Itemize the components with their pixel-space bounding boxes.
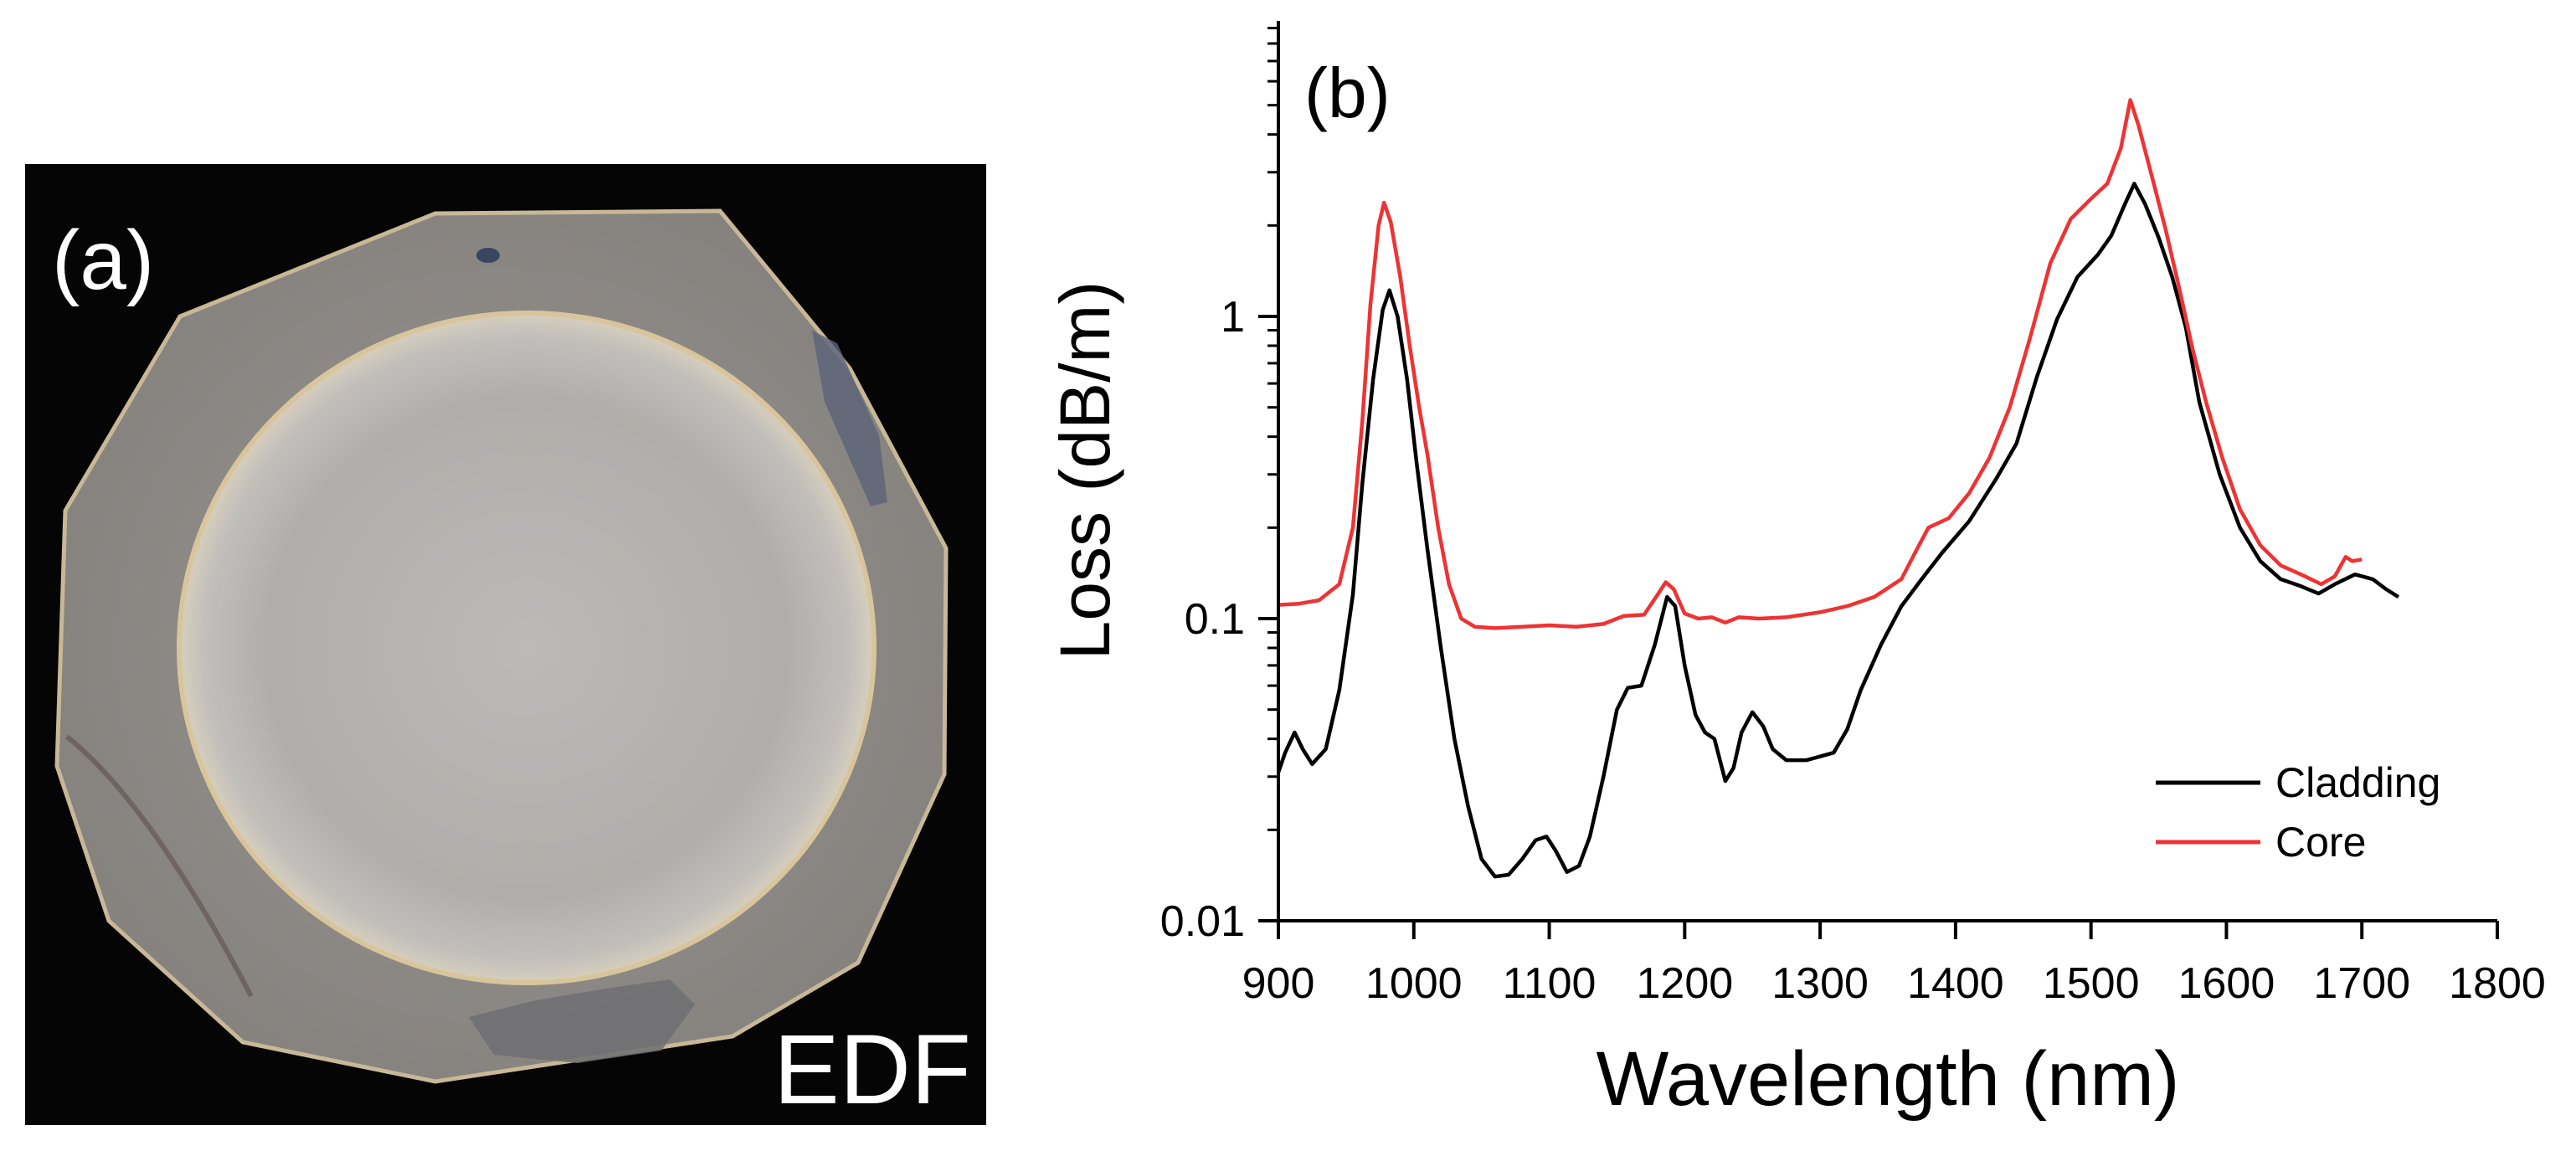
x-tick-label: 1500 bbox=[2043, 959, 2140, 1008]
x-tick-label: 1300 bbox=[1771, 959, 1869, 1008]
plot-area bbox=[1276, 98, 2400, 879]
x-tick-label: 1000 bbox=[1365, 959, 1463, 1008]
x-tick-label: 1600 bbox=[2178, 959, 2275, 1008]
x-tick-label: 1700 bbox=[2313, 959, 2410, 1008]
panel-b-label: (b) bbox=[1304, 54, 1391, 132]
y-tick-label: 0.01 bbox=[1160, 897, 1245, 946]
panel-b: 900 1000 1100 1200 1300 1400 1500 1600 1700 1800 … bbox=[1046, 21, 2546, 1122]
series-line-cladding bbox=[1276, 182, 2400, 879]
x-tick-label: 1400 bbox=[1907, 959, 2004, 1008]
panel-a: (a) EDF bbox=[25, 164, 986, 1125]
x-axis-title: Wavelength (nm) bbox=[1596, 1036, 2179, 1122]
y-major-ticks bbox=[1258, 315, 1278, 922]
x-tick-labels: 900 1000 1100 1200 1300 1400 1500 1600 1700 1800 bbox=[1242, 959, 2546, 1008]
x-tick-label: 900 bbox=[1242, 959, 1315, 1008]
x-ticks bbox=[1277, 921, 2499, 939]
debris-top bbox=[812, 331, 887, 506]
y-tick-label: 0.1 bbox=[1185, 595, 1245, 644]
cleave-mark bbox=[65, 734, 254, 998]
debris-bottom bbox=[469, 979, 695, 1063]
y-tick-label: 1 bbox=[1221, 293, 1245, 342]
legend-label-core: Core bbox=[2275, 819, 2366, 866]
x-tick-label: 1200 bbox=[1636, 959, 1733, 1008]
series-line-core bbox=[1278, 98, 2363, 630]
fiber-core bbox=[177, 311, 877, 985]
x-tick-label: 1100 bbox=[1503, 959, 1597, 1008]
x-tick-label: 1800 bbox=[2449, 959, 2546, 1008]
y-axis-title: Loss (dB/m) bbox=[1046, 281, 1124, 660]
y-tick-labels: 0.01 0.1 1 bbox=[1160, 293, 1245, 946]
fiber-annotation: EDF bbox=[774, 1015, 971, 1125]
legend-label-cladding: Cladding bbox=[2275, 759, 2440, 806]
debris-speck bbox=[476, 248, 500, 263]
y-minor-ticks bbox=[1267, 27, 1278, 831]
legend: Cladding Core bbox=[2156, 759, 2440, 866]
panel-a-label: (a) bbox=[52, 213, 154, 307]
axes: 900 1000 1100 1200 1300 1400 1500 1600 1700 1800 … bbox=[1160, 21, 2546, 1008]
